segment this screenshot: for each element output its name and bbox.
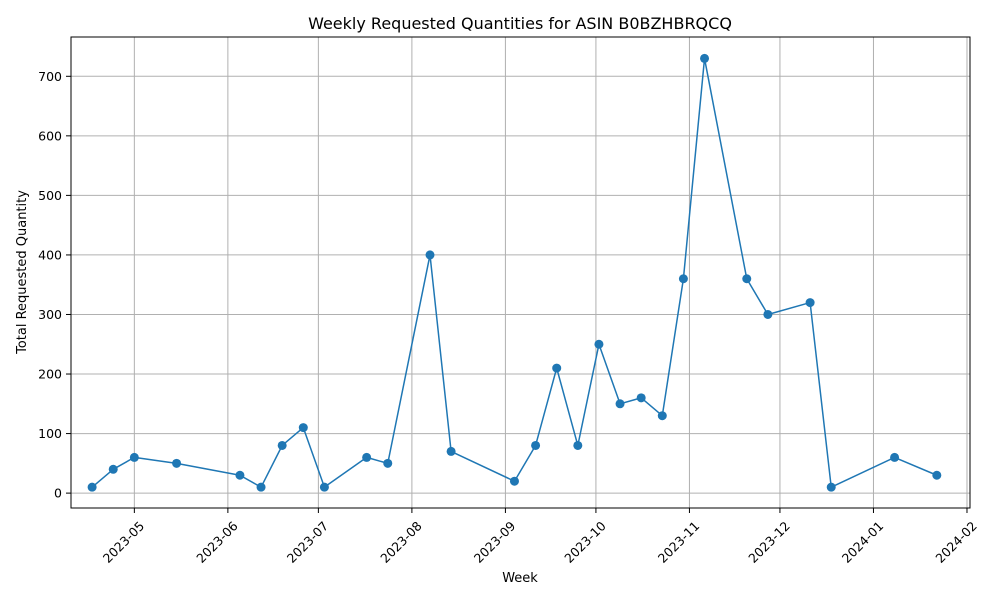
chart-title: Weekly Requested Quantities for ASIN B0B… <box>308 14 732 33</box>
y-tick-label: 500 <box>38 188 62 203</box>
data-point <box>129 452 139 462</box>
data-point <box>805 298 815 308</box>
data-point <box>552 363 562 373</box>
data-point <box>298 423 308 433</box>
y-tick-label: 300 <box>38 307 62 322</box>
data-point <box>383 458 393 468</box>
data-point <box>594 339 604 349</box>
y-tick-label: 100 <box>38 426 62 441</box>
y-axis-label: Total Requested Quantity <box>15 190 30 355</box>
data-point <box>890 452 900 462</box>
data-point <box>108 464 118 474</box>
data-point <box>446 446 456 456</box>
plot-frame <box>70 36 971 509</box>
data-point <box>678 274 688 284</box>
x-axis-label: Week <box>502 571 538 586</box>
y-tick-label: 700 <box>38 69 62 84</box>
grid-layer <box>71 37 970 508</box>
data-point <box>425 250 435 260</box>
data-point <box>235 470 245 480</box>
series-layer <box>87 53 942 492</box>
data-point <box>509 476 519 486</box>
data-point <box>362 452 372 462</box>
data-point <box>615 399 625 409</box>
data-point <box>742 274 752 284</box>
data-point <box>531 440 541 450</box>
data-point <box>87 482 97 492</box>
data-point <box>700 53 710 63</box>
y-tick-label: 200 <box>38 367 62 382</box>
data-point <box>319 482 329 492</box>
data-point <box>172 458 182 468</box>
data-point <box>932 470 942 480</box>
y-tick-label: 600 <box>38 128 62 143</box>
data-point <box>763 309 773 319</box>
y-tick-label: 400 <box>38 247 62 262</box>
data-point <box>826 482 836 492</box>
data-point <box>277 440 287 450</box>
data-point <box>256 482 266 492</box>
data-point <box>573 440 583 450</box>
data-point <box>657 411 667 421</box>
data-point <box>636 393 646 403</box>
y-tick-label: 0 <box>54 486 62 501</box>
